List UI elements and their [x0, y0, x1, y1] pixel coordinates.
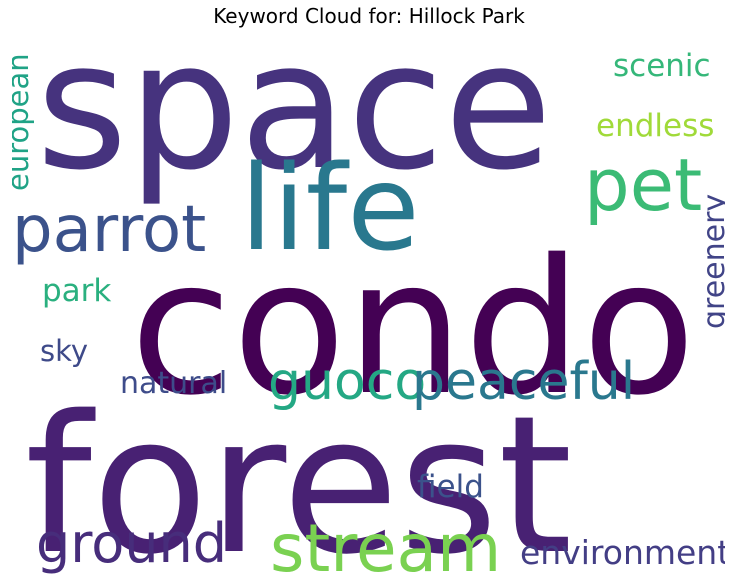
word-endless: endless: [596, 108, 714, 144]
word-natural: natural: [120, 366, 227, 401]
word-life: life: [240, 139, 420, 277]
word-park: park: [42, 273, 111, 309]
figure-title: Keyword Cloud for: Hillock Park: [213, 4, 525, 28]
word-environment: environment: [520, 533, 725, 572]
word-cloud: space condo forest life pet parrot stream groun…: [12, 35, 725, 575]
word-field: field: [417, 469, 484, 505]
word-pet: pet: [584, 143, 702, 227]
word-scenic: scenic: [613, 48, 711, 84]
word-sky: sky: [40, 334, 88, 368]
word-stream: stream: [270, 510, 501, 575]
word-parrot: parrot: [12, 193, 206, 267]
word-peaceful: peaceful: [412, 352, 635, 412]
word-guoco: guoco: [268, 352, 426, 412]
word-forest: forest: [25, 375, 572, 575]
word-space: space: [36, 35, 552, 209]
word-ground: ground: [36, 512, 227, 575]
word-european: european: [12, 53, 35, 191]
word-greenery: greenery: [697, 194, 725, 329]
word-condo: condo: [130, 219, 696, 436]
